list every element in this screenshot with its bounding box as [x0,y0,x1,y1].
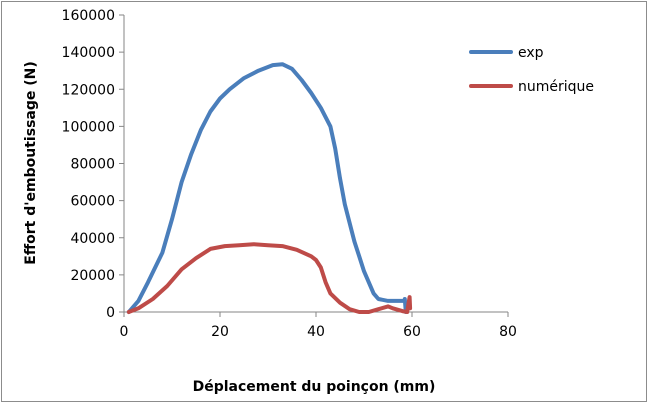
y-axis-label: Effort d'emboutissage (N) [23,61,39,265]
y-tick-label: 20000 [70,268,115,284]
legend-label: exp [518,45,544,61]
x-tick-label: 60 [403,324,421,340]
x-tick-label: 20 [211,324,229,340]
y-tick-label: 100000 [62,119,115,135]
series-layer [126,62,413,314]
x-tick-label: 40 [307,324,325,340]
legend-item: exp [469,45,544,61]
x-tick-label: 0 [120,324,129,340]
y-tick-label: 60000 [70,194,115,210]
x-tick-label: 80 [499,324,517,340]
y-tick-label: 160000 [62,8,115,24]
legend-label: numérique [518,79,594,95]
series-line-exp [126,62,408,314]
y-tick-label: 80000 [70,157,115,173]
y-tick-label: 0 [106,305,115,321]
legend-item: numérique [469,79,594,95]
y-tick-label: 140000 [62,45,115,61]
y-tick-label: 120000 [62,82,115,98]
axes: 0 20000 40000 60000 80000 100000 120000 140000 1… [62,8,517,340]
series-line-numerique [126,242,413,314]
y-tick-label: 40000 [70,231,115,247]
x-axis-label: Déplacement du poinçon (mm) [193,379,436,395]
legend: exp numérique [469,45,594,95]
